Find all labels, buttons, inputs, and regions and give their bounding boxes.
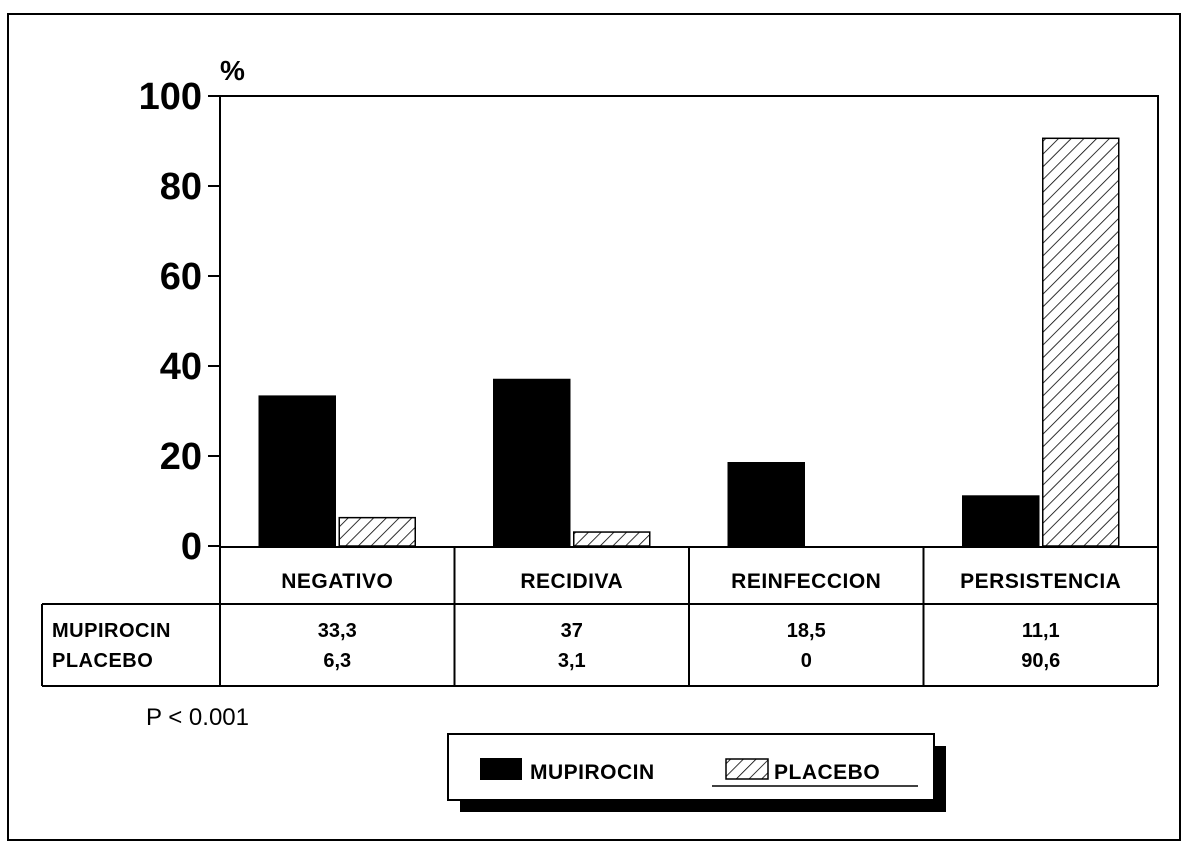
y-tick-label-3: 60 <box>160 256 202 298</box>
category-label-recidiva: RECIDIVA <box>520 570 623 593</box>
table-cell-placebo-persistencia: 90,6 <box>1021 650 1060 672</box>
figure-border <box>7 13 1181 841</box>
table-row-label-placebo: PLACEBO <box>52 650 153 672</box>
bar-mupirocin-recidiva <box>493 378 571 547</box>
legend-label-placebo: PLACEBO <box>774 761 880 784</box>
bar-placebo-persistencia <box>1042 137 1120 547</box>
table-cell-mupirocin-persistencia: 11,1 <box>1022 620 1060 642</box>
data-table: MUPIROCIN PLACEBO NEGATIVO 33,3 6,3 RECIDIV… <box>41 546 1159 687</box>
bar-placebo-recidiva <box>573 531 651 547</box>
y-tick-label-4: 80 <box>160 166 202 208</box>
bar-placebo-negativo <box>338 516 416 547</box>
legend-label-mupirocin: MUPIROCIN <box>530 761 655 784</box>
y-tick-label-2: 40 <box>160 346 202 388</box>
table-cell-mupirocin-recidiva: 37 <box>561 620 583 642</box>
category-label-reinfeccion: REINFECCION <box>731 570 881 593</box>
bar-mupirocin-reinfeccion <box>727 462 805 547</box>
table-cell-placebo-negativo: 6,3 <box>323 650 351 672</box>
plot-frame <box>219 95 1159 548</box>
y-axis: 0 20 40 60 80 100 <box>139 76 220 568</box>
y-tick-label-5: 100 <box>139 76 202 118</box>
bar-mupirocin-persistencia <box>962 495 1040 547</box>
bar-mupirocin-negativo <box>258 395 336 547</box>
table-cell-placebo-reinfeccion: 0 <box>801 650 812 672</box>
table-cell-placebo-recidiva: 3,1 <box>558 650 586 672</box>
legend-box <box>447 733 935 801</box>
table-cell-mupirocin-negativo: 33,3 <box>318 620 357 642</box>
y-tick-label-1: 20 <box>160 436 202 478</box>
p-value-note: P < 0.001 <box>146 704 249 731</box>
y-unit-label: % <box>220 55 245 86</box>
legend-swatch-mupirocin <box>480 758 522 780</box>
y-tick-label-0: 0 <box>181 526 202 568</box>
category-label-negativo: NEGATIVO <box>281 570 393 593</box>
bars-group <box>258 137 1120 547</box>
legend: MUPIROCIN PLACEBO <box>447 733 946 812</box>
category-label-persistencia: PERSISTENCIA <box>960 570 1121 593</box>
legend-swatch-placebo <box>725 758 769 780</box>
table-cell-mupirocin-reinfeccion: 18,5 <box>787 620 826 642</box>
table-row-label-mupirocin: MUPIROCIN <box>52 620 171 642</box>
